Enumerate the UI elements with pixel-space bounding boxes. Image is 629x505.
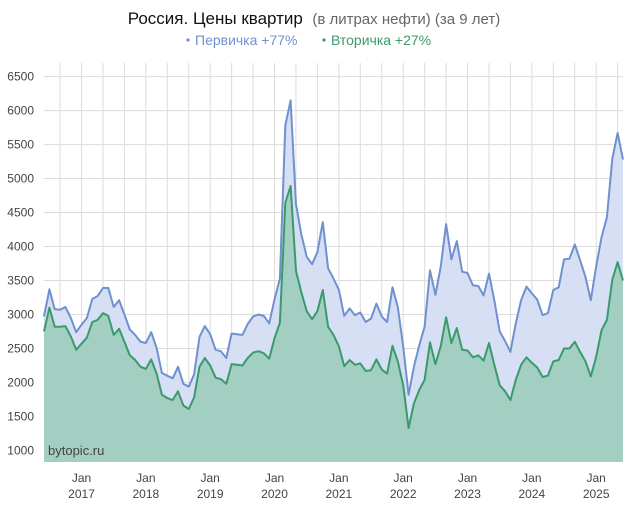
- legend-bullet-icon: [322, 38, 326, 42]
- line-primary: [43, 99, 624, 396]
- x-tick-label-month: Jan: [458, 471, 477, 485]
- legend-label: Вторичка +27%: [331, 32, 431, 48]
- legend-item-secondary: Вторичка +27%: [322, 32, 431, 48]
- y-tick-label: 3500: [7, 274, 34, 288]
- chart-title: Россия. Цены квартир (в литрах нефти) (з…: [128, 9, 500, 28]
- y-tick-label: 1000: [7, 443, 34, 457]
- x-tick-label-month: Jan: [265, 471, 284, 485]
- chart-subtitle: (в литрах нефти) (за 9 лет): [312, 11, 500, 28]
- series-areas: [43, 99, 624, 463]
- y-axis: 1000 1500 2000 2500 3000 3500 4000 4500 5000 5500…: [7, 70, 34, 458]
- legend-bullet-icon: [186, 38, 190, 42]
- legend-item-primary: Первичка +77%: [186, 32, 298, 48]
- y-tick-label: 5000: [7, 172, 34, 186]
- y-tick-label: 2500: [7, 341, 34, 355]
- area-secondary: [44, 186, 623, 462]
- x-axis: Jan 2017 Jan 2018 Jan 2019 Jan 2020 Jan 2021 Jan 20…: [68, 471, 610, 501]
- legend: Первичка +77% Вторичка +27%: [186, 32, 431, 48]
- x-tick-label-year: 2021: [326, 487, 353, 501]
- watermark: bytopic.ru: [48, 443, 104, 458]
- x-tick-label-year: 2024: [519, 487, 546, 501]
- x-tick-label-month: Jan: [394, 471, 413, 485]
- x-tick-label-year: 2018: [133, 487, 160, 501]
- y-tick-label: 2000: [7, 375, 34, 389]
- legend-label: Первичка +77%: [195, 32, 298, 48]
- x-tick-label-year: 2022: [390, 487, 417, 501]
- y-tick-label: 4500: [7, 206, 34, 220]
- x-tick-label-month: Jan: [587, 471, 606, 485]
- x-tick-label-month: Jan: [201, 471, 220, 485]
- x-tick-label-year: 2023: [454, 487, 481, 501]
- chart-title-main: Россия. Цены квартир: [128, 9, 303, 28]
- x-tick-label-month: Jan: [136, 471, 155, 485]
- y-tick-label: 1500: [7, 409, 34, 423]
- y-tick-label: 6500: [7, 70, 34, 84]
- x-tick-label-month: Jan: [72, 471, 91, 485]
- x-tick-label-year: 2020: [261, 487, 288, 501]
- x-tick-label-year: 2025: [583, 487, 610, 501]
- x-tick-label-month: Jan: [522, 471, 541, 485]
- y-tick-label: 5500: [7, 138, 34, 152]
- x-tick-label-year: 2019: [197, 487, 224, 501]
- x-tick-label-month: Jan: [329, 471, 348, 485]
- y-tick-label: 6000: [7, 104, 34, 118]
- y-tick-label: 3000: [7, 307, 34, 321]
- x-tick-label-year: 2017: [68, 487, 95, 501]
- y-tick-label: 4000: [7, 240, 34, 254]
